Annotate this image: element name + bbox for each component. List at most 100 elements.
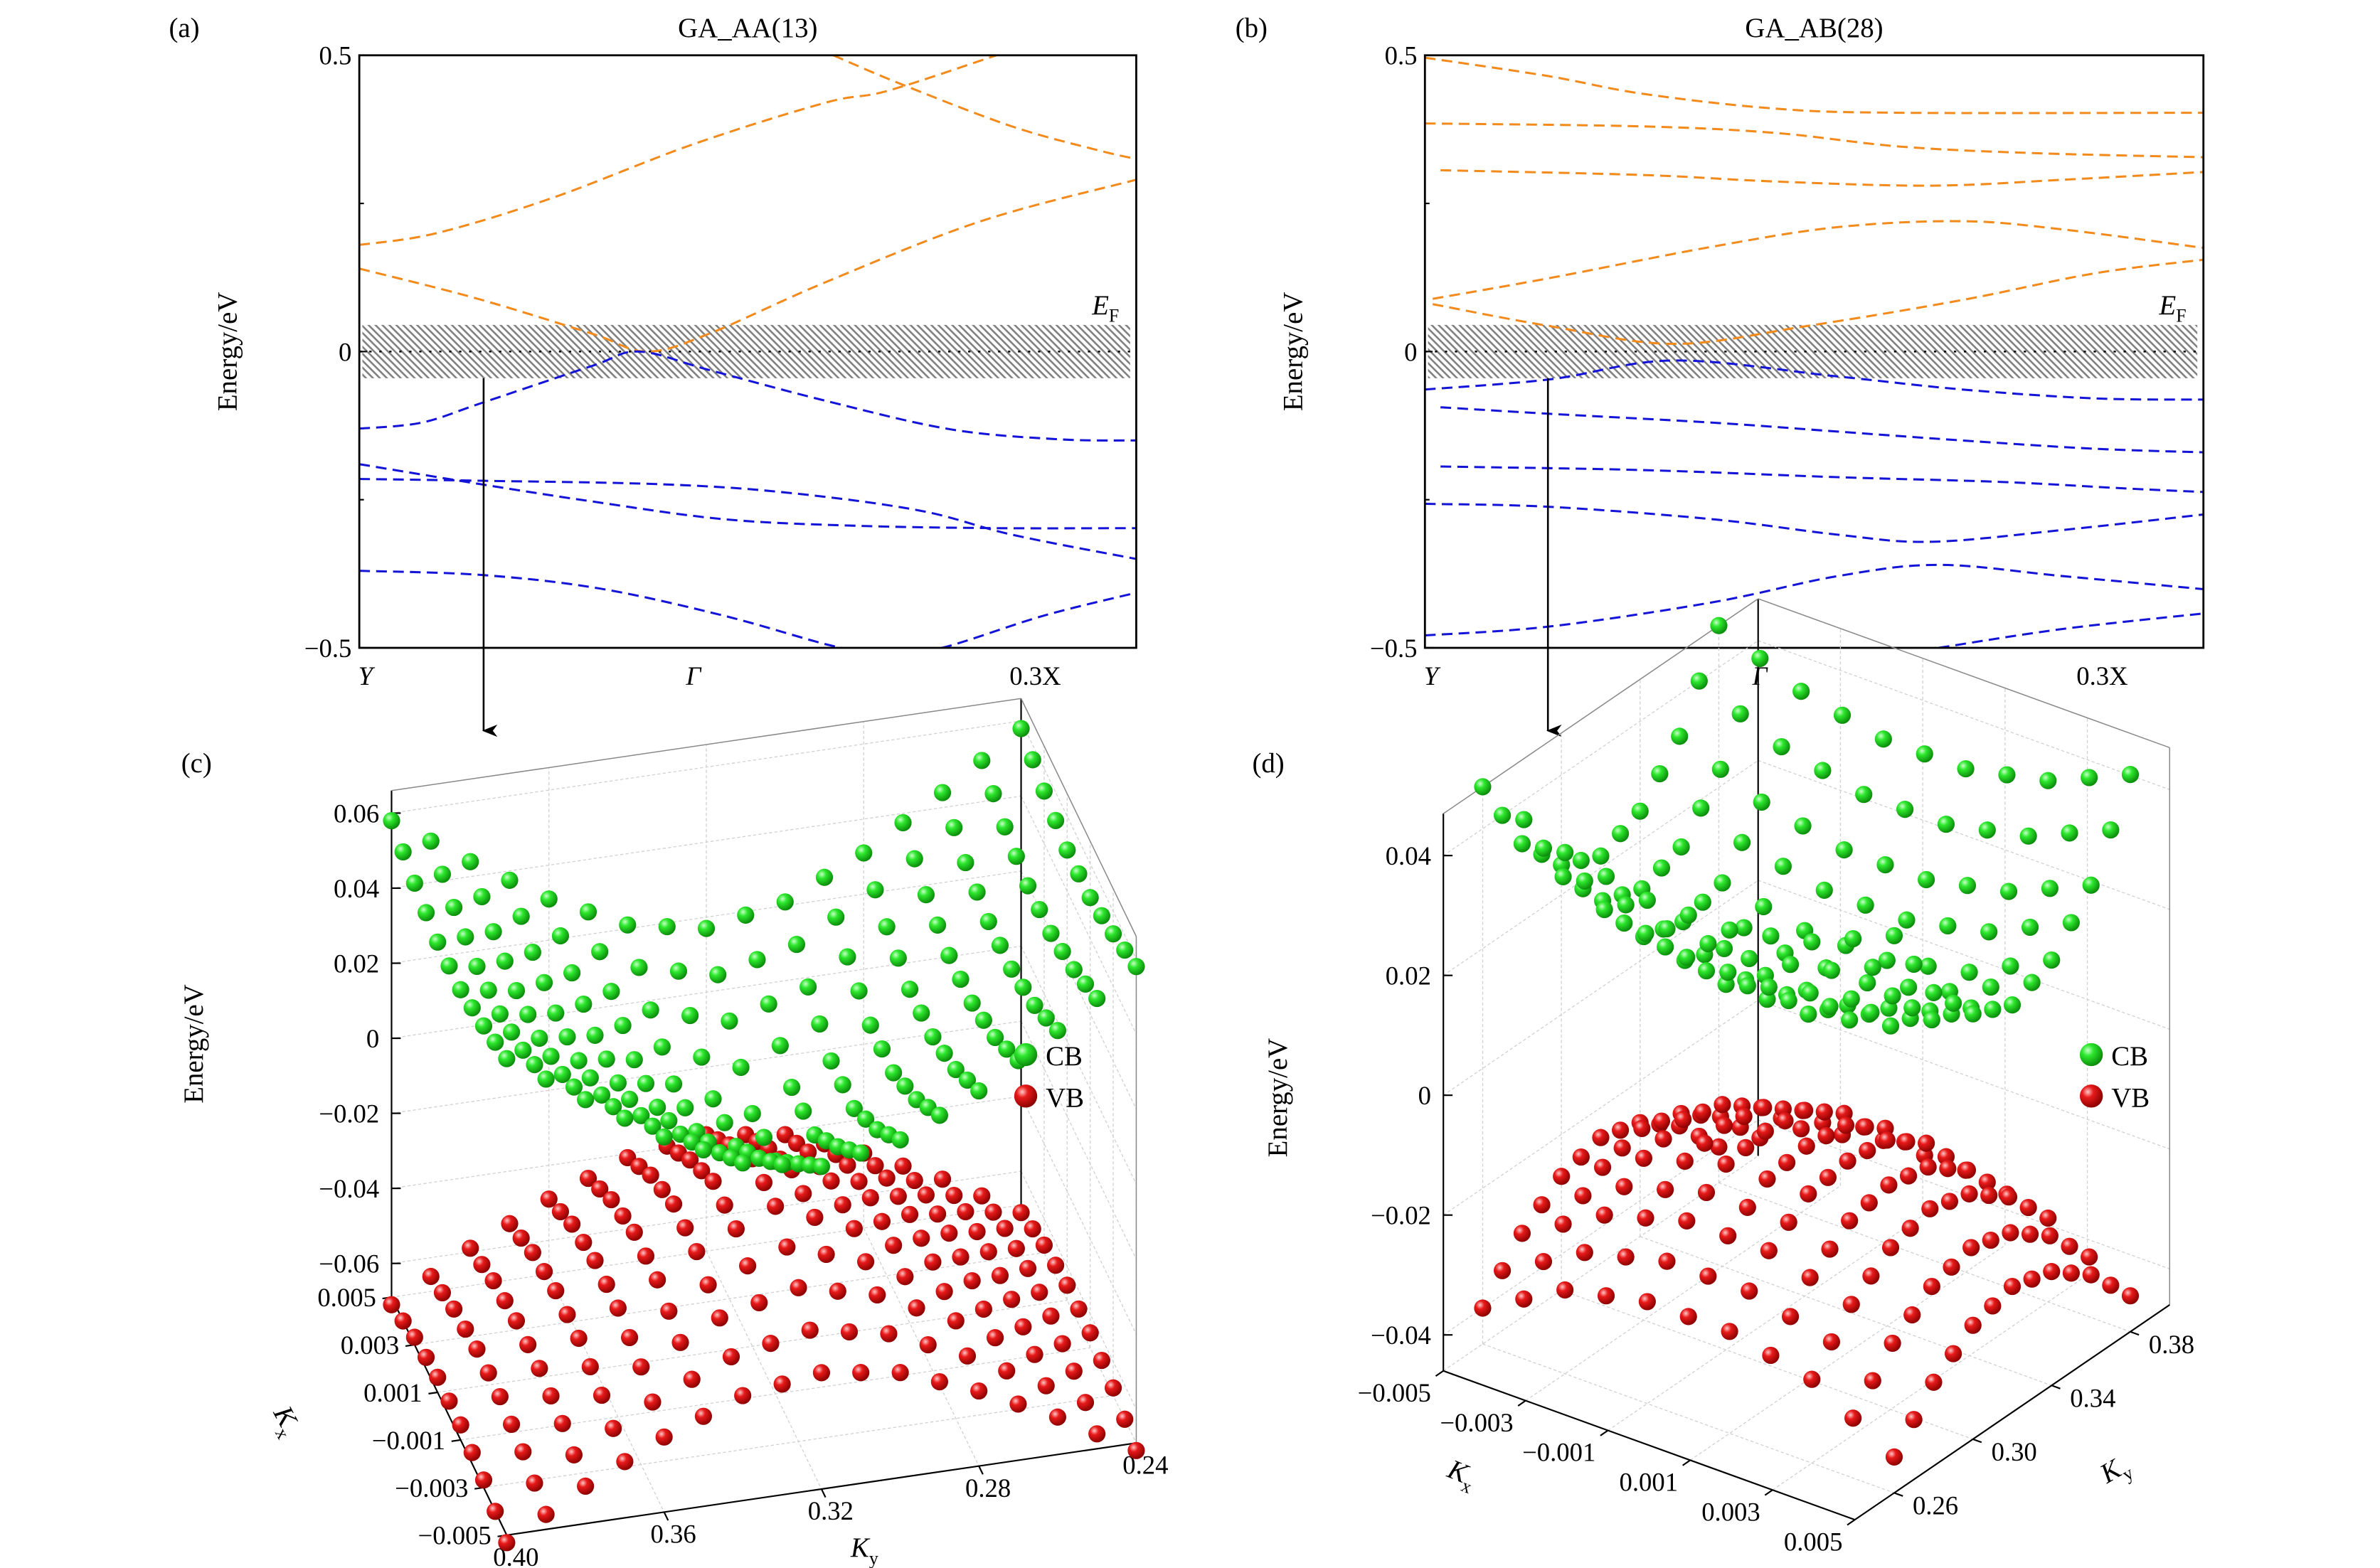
vb-point — [452, 1416, 469, 1434]
conduction-band-line — [832, 55, 1137, 161]
vb-point — [1860, 1194, 1878, 1212]
cb-point — [1878, 951, 1896, 969]
cb-point — [507, 981, 526, 1000]
vb-point — [1864, 1372, 1881, 1390]
vb-point — [542, 1387, 560, 1405]
cb-point — [664, 1075, 683, 1093]
cb-point — [1024, 751, 1041, 769]
vb-point — [970, 1382, 988, 1400]
vb-point — [873, 1212, 891, 1230]
cb-point — [1919, 957, 1937, 975]
vb-point — [852, 1364, 870, 1382]
cb-point — [1058, 841, 1076, 859]
kx-tick-label: −0.005 — [418, 1521, 492, 1550]
vb-point — [1534, 1252, 1553, 1271]
cb-point — [1814, 762, 1832, 779]
vb-point — [1755, 1099, 1773, 1116]
sphere-points — [383, 720, 1145, 1552]
vb-point — [1088, 1425, 1106, 1443]
vb-point — [642, 1166, 659, 1184]
vb-point — [1878, 1131, 1896, 1149]
vb-point — [614, 1207, 632, 1225]
cb-point — [1835, 841, 1853, 859]
cb-point — [625, 1051, 643, 1069]
vb-point — [1884, 1334, 1901, 1353]
vb-point — [512, 1229, 530, 1247]
vb-point — [1613, 1139, 1631, 1157]
cb-point — [968, 883, 986, 901]
ky-tick-label: 0.34 — [2070, 1384, 2115, 1413]
cb-point — [1958, 877, 1977, 895]
cb-point — [676, 1099, 694, 1116]
vb-point — [1474, 1299, 1492, 1317]
vb-point — [1862, 1267, 1880, 1285]
vb-point — [1053, 1335, 1071, 1353]
cb-point — [1738, 977, 1756, 995]
vb-point — [484, 1271, 502, 1290]
vb-point — [1943, 1258, 1960, 1276]
cb-point — [1658, 919, 1676, 938]
vb-point — [1780, 1213, 1797, 1231]
panel-label: (c) — [181, 748, 212, 779]
panel-label: (d) — [1252, 748, 1284, 779]
vb-point — [1856, 1118, 1874, 1136]
vb-point — [834, 1196, 851, 1214]
cb-point — [901, 981, 919, 998]
vb-point — [433, 1284, 452, 1301]
x-tick-label: Y — [1424, 661, 1441, 690]
panel-c-3d-bands: 0.06 0.04 0.02 0 −0.02 −0.04 −0.06 0.005 0.003 0.… — [179, 698, 1168, 1568]
cb-point — [1982, 978, 1999, 996]
cb-point — [933, 784, 952, 801]
cb-point — [979, 912, 997, 931]
cb-point — [591, 943, 609, 961]
z-tick-label: 0.06 — [334, 799, 379, 828]
vb-point — [2039, 1209, 2057, 1227]
vb-point — [1841, 1212, 1859, 1230]
vb-point — [1678, 1212, 1696, 1230]
grid-line — [1443, 640, 1759, 856]
vb-point — [1574, 1187, 1592, 1205]
vb-point — [1714, 1096, 1731, 1114]
vb-point — [1760, 1242, 1778, 1259]
cb-point — [1595, 900, 1613, 919]
cb-point — [856, 1110, 875, 1128]
vb-point — [998, 1362, 1016, 1380]
vb-point — [502, 1415, 521, 1433]
cb-point — [1864, 959, 1881, 976]
cb-point — [1855, 786, 1873, 804]
box-edge-line — [391, 698, 1021, 791]
cb-point — [963, 994, 981, 1012]
cb-point — [852, 1144, 870, 1162]
vb-point — [840, 1323, 859, 1341]
vb-point — [2023, 1270, 2041, 1288]
legend-marker-vb — [2079, 1084, 2103, 1108]
kx-tick-mark — [428, 1391, 438, 1394]
vb-point — [660, 1302, 678, 1320]
vb-point — [1921, 1200, 1939, 1217]
cb-point — [593, 1086, 611, 1104]
legend-label: VB — [1046, 1082, 1084, 1113]
vb-point — [924, 1253, 942, 1271]
grid-line — [706, 1251, 822, 1490]
vb-point — [850, 1173, 868, 1190]
vb-point — [1940, 1193, 1959, 1210]
cb-point — [487, 1033, 504, 1051]
cb-point — [1762, 927, 1780, 945]
vb-point — [1797, 1137, 1815, 1155]
cb-point — [1800, 1006, 1817, 1023]
vb-point — [1781, 1308, 1800, 1326]
cb-point — [616, 1109, 634, 1127]
z-tick-label: −0.02 — [319, 1099, 379, 1129]
y-tick-label: 0.5 — [1385, 41, 1418, 70]
kx-tick-label: 0.003 — [1701, 1497, 1760, 1526]
z-tick-label: 0 — [366, 1024, 379, 1053]
vb-point — [405, 1328, 423, 1346]
vb-point — [1093, 1352, 1110, 1370]
ky-tick-mark — [1972, 1438, 1982, 1444]
vb-point — [2021, 1225, 2039, 1243]
vb-point — [681, 1151, 699, 1169]
cb-point — [815, 868, 834, 886]
cb-point — [1474, 778, 1492, 796]
vb-point — [479, 1364, 497, 1382]
cb-point — [1513, 835, 1531, 853]
